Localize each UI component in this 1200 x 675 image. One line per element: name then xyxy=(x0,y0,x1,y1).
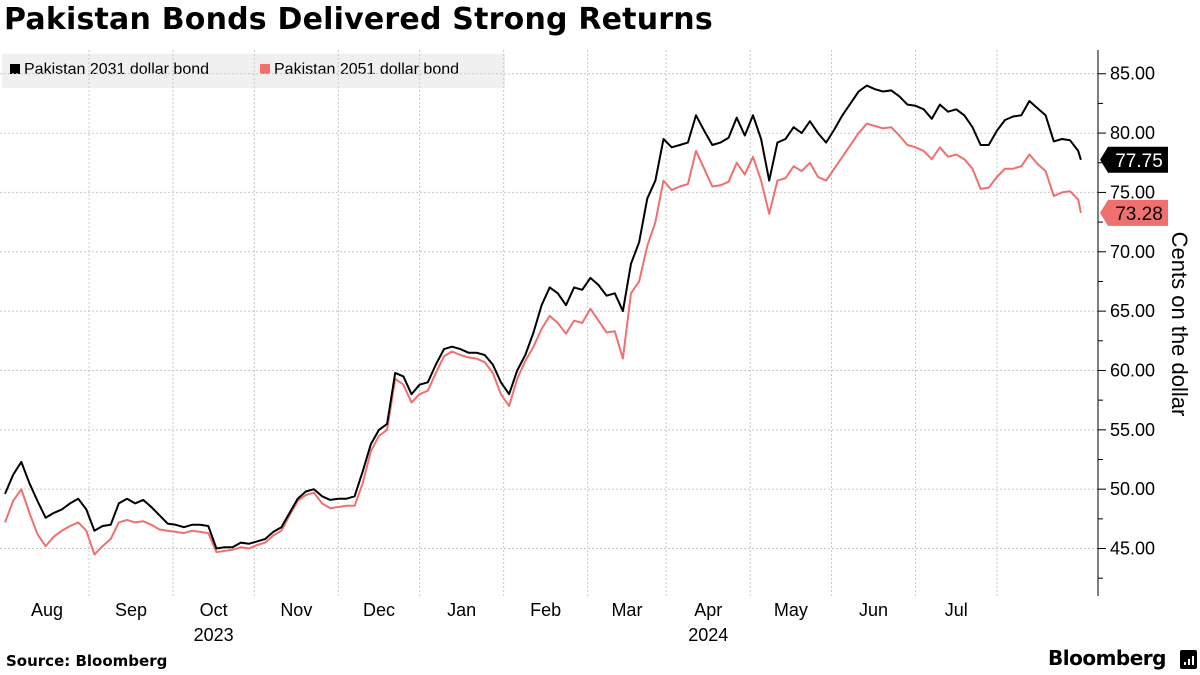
y-axis-title: Cents on the dollar xyxy=(1167,232,1192,417)
x-tick-label: Dec xyxy=(363,600,395,620)
x-tick-label: Jan xyxy=(447,600,476,620)
series-line-2051 xyxy=(4,122,1082,556)
series-line-2031 xyxy=(4,84,1082,550)
x-tick-label: May xyxy=(774,600,808,620)
x-year-label: 2024 xyxy=(688,625,728,645)
y-tick-label: 80.00 xyxy=(1110,123,1155,143)
last-value-box xyxy=(1100,146,1168,173)
legend-swatch-2051 xyxy=(260,64,270,74)
y-tick-label: 70.00 xyxy=(1110,242,1155,262)
last-value-tag-2031: 77.75 xyxy=(1100,146,1168,173)
legend-item-2031: Pakistan 2031 dollar bond xyxy=(10,61,209,79)
x-axis-labels: Aug Sep Oct Nov Dec Jan Feb Mar Apr May Jun Jul 2023… xyxy=(31,600,968,645)
y-tick-label: 65.00 xyxy=(1110,301,1155,321)
x-tick-label: Feb xyxy=(530,600,561,620)
grid-lines xyxy=(0,50,1098,596)
last-value-box xyxy=(1100,199,1168,226)
bloomberg-logo: Bloomberg xyxy=(1048,646,1166,670)
y-tick-label: 60.00 xyxy=(1110,360,1155,380)
x-tick-label: Mar xyxy=(611,600,642,620)
y-tick-label: 50.00 xyxy=(1110,479,1155,499)
bloomberg-bars-icon xyxy=(1180,650,1197,669)
x-tick-label: Jul xyxy=(945,600,968,620)
last-value-tag-2051: 73.28 xyxy=(1100,199,1168,226)
x-tick-label: Sep xyxy=(115,600,147,620)
x-tick-label: Oct xyxy=(200,600,228,620)
x-tick-label: Apr xyxy=(694,600,722,620)
y-tick-label: 55.00 xyxy=(1110,420,1155,440)
x-tick-label: Nov xyxy=(280,600,312,620)
last-value-labels: 77.75 73.28 xyxy=(1100,146,1168,226)
y-tick-label: 85.00 xyxy=(1110,64,1155,84)
y-tick-label: 45.00 xyxy=(1110,539,1155,559)
x-year-label: 2023 xyxy=(194,625,234,645)
chart-title: Pakistan Bonds Delivered Strong Returns xyxy=(4,2,713,37)
last-value-text: 73.28 xyxy=(1115,204,1163,225)
x-tick-label: Jun xyxy=(859,600,888,620)
y-tick-label: 75.00 xyxy=(1110,182,1155,202)
last-value-text: 77.75 xyxy=(1115,151,1163,172)
source-note: Source: Bloomberg xyxy=(6,652,168,670)
legend-swatch-2031 xyxy=(10,64,20,74)
series-lines xyxy=(4,84,1082,556)
y-axis: 45.00 50.00 55.00 60.00 65.00 70.00 75.00 80.00… xyxy=(1097,50,1155,596)
legend-label-2031: Pakistan 2031 dollar bond xyxy=(24,61,210,78)
x-tick-label: Aug xyxy=(31,600,63,620)
